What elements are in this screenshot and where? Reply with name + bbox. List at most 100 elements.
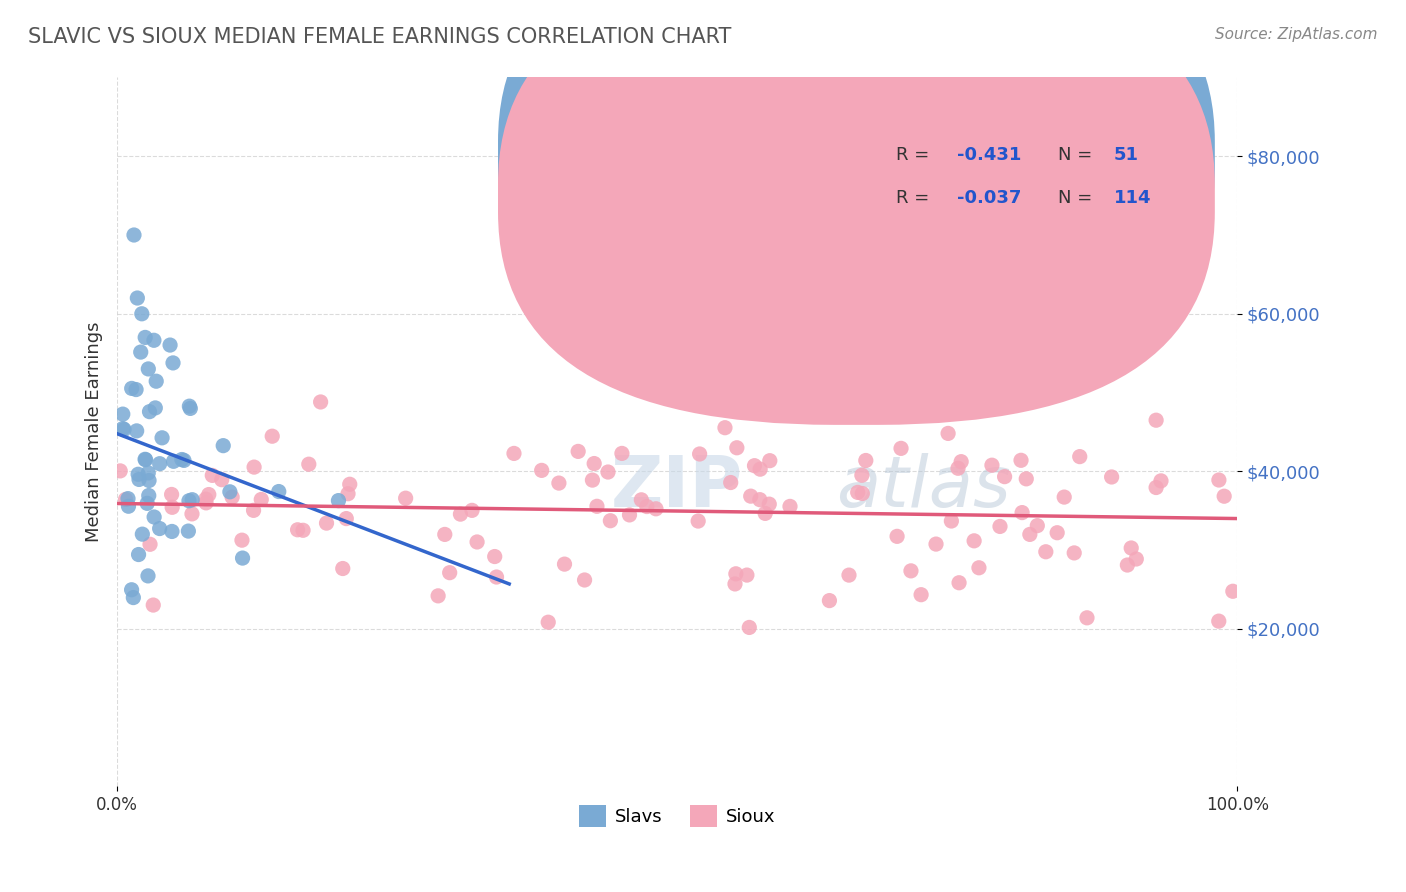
Point bbox=[121, 381, 143, 395]
Point bbox=[461, 503, 484, 517]
Point bbox=[744, 458, 766, 473]
Point bbox=[548, 476, 571, 491]
Point bbox=[287, 523, 309, 537]
Point bbox=[886, 529, 908, 543]
Point bbox=[855, 453, 877, 467]
Point bbox=[900, 564, 922, 578]
Point bbox=[267, 484, 290, 499]
Point bbox=[122, 227, 145, 242]
Point bbox=[194, 492, 217, 507]
Point bbox=[586, 500, 609, 514]
Point bbox=[574, 573, 596, 587]
Point bbox=[1150, 474, 1173, 488]
Point bbox=[160, 500, 183, 515]
Text: R =: R = bbox=[896, 189, 935, 207]
Point bbox=[243, 460, 266, 475]
Point bbox=[337, 487, 360, 501]
Point bbox=[581, 473, 603, 487]
Point bbox=[1076, 611, 1098, 625]
Point bbox=[553, 557, 575, 571]
Point bbox=[599, 514, 621, 528]
Point bbox=[1116, 558, 1139, 572]
Y-axis label: Median Female Earnings: Median Female Earnings bbox=[86, 322, 103, 542]
Point bbox=[177, 493, 200, 508]
Point bbox=[851, 486, 873, 500]
Point bbox=[994, 469, 1017, 483]
Point bbox=[170, 452, 193, 467]
Text: Source: ZipAtlas.com: Source: ZipAtlas.com bbox=[1215, 27, 1378, 42]
Point bbox=[195, 496, 218, 510]
Point bbox=[114, 492, 136, 507]
Point bbox=[688, 514, 710, 528]
FancyBboxPatch shape bbox=[498, 0, 1215, 383]
Point bbox=[1208, 473, 1230, 487]
Point bbox=[131, 527, 153, 541]
Point bbox=[197, 487, 219, 501]
Text: SLAVIC VS SIOUX MEDIAN FEMALE EARNINGS CORRELATION CHART: SLAVIC VS SIOUX MEDIAN FEMALE EARNINGS C… bbox=[28, 27, 731, 46]
Point bbox=[231, 533, 253, 548]
Point bbox=[724, 566, 747, 581]
Point bbox=[125, 383, 148, 397]
Point bbox=[596, 465, 619, 479]
Point bbox=[1144, 413, 1167, 427]
Point bbox=[218, 484, 240, 499]
Point bbox=[503, 446, 526, 460]
Point bbox=[427, 589, 450, 603]
Point bbox=[135, 452, 157, 467]
Point bbox=[143, 510, 166, 524]
Point bbox=[117, 500, 139, 514]
Point bbox=[963, 533, 986, 548]
Point bbox=[117, 491, 139, 506]
Point bbox=[181, 507, 204, 521]
Point bbox=[332, 561, 354, 575]
Point bbox=[108, 464, 131, 478]
Point bbox=[537, 615, 560, 630]
Point bbox=[925, 537, 948, 551]
Point bbox=[1046, 525, 1069, 540]
Point bbox=[941, 514, 963, 528]
Point bbox=[128, 548, 150, 562]
Point bbox=[610, 446, 633, 460]
Point bbox=[129, 345, 152, 359]
Point bbox=[748, 492, 770, 507]
Point bbox=[111, 421, 134, 435]
Point bbox=[749, 462, 772, 476]
Point bbox=[111, 407, 134, 421]
Point bbox=[689, 447, 711, 461]
Point bbox=[121, 582, 143, 597]
Point bbox=[936, 426, 959, 441]
Point bbox=[143, 401, 166, 415]
Point bbox=[1053, 490, 1076, 504]
Point bbox=[232, 551, 254, 566]
Point bbox=[439, 566, 461, 580]
Point bbox=[173, 453, 195, 467]
Point bbox=[122, 591, 145, 605]
Point bbox=[138, 489, 160, 503]
Point bbox=[1121, 541, 1143, 555]
Text: -0.037: -0.037 bbox=[957, 189, 1022, 207]
Point bbox=[112, 423, 135, 437]
Point bbox=[981, 458, 1004, 473]
Point bbox=[250, 492, 273, 507]
Point bbox=[636, 500, 658, 514]
Text: ZIP: ZIP bbox=[612, 452, 744, 522]
Point bbox=[315, 516, 337, 530]
Point bbox=[181, 492, 204, 507]
Point bbox=[630, 492, 652, 507]
Point bbox=[619, 508, 641, 522]
Point bbox=[890, 442, 912, 456]
Point bbox=[567, 444, 589, 458]
Point bbox=[160, 524, 183, 539]
Point bbox=[179, 401, 201, 416]
Point bbox=[818, 593, 841, 607]
Point bbox=[131, 307, 153, 321]
Point bbox=[134, 452, 156, 467]
Point bbox=[136, 569, 159, 583]
Point bbox=[395, 491, 418, 506]
Point bbox=[967, 561, 990, 575]
Point bbox=[136, 362, 159, 376]
Point bbox=[1018, 527, 1040, 541]
Point bbox=[128, 472, 150, 486]
Point bbox=[759, 453, 782, 467]
Point bbox=[645, 501, 668, 516]
